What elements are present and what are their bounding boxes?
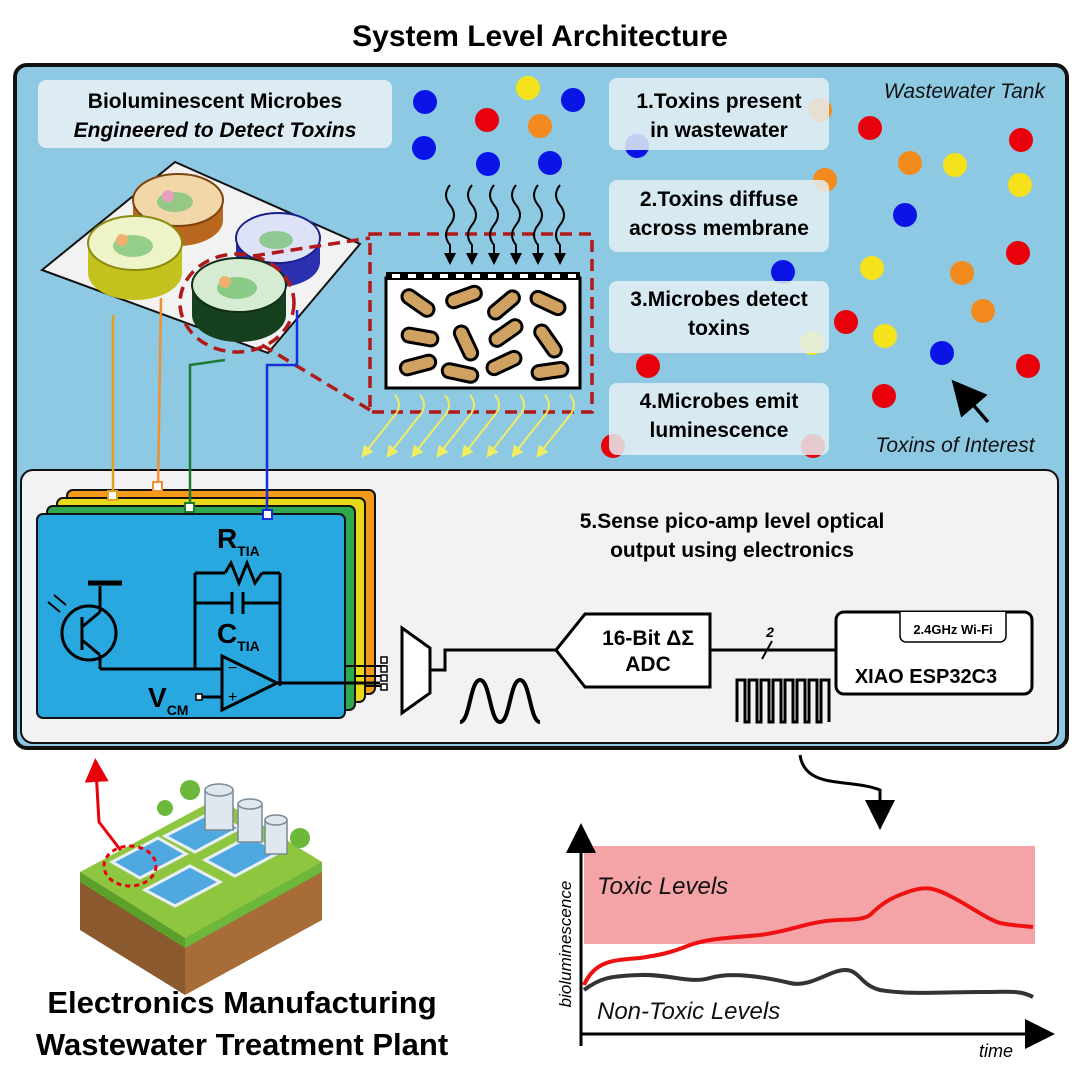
x-axis-label: time — [979, 1041, 1013, 1061]
membrane — [386, 272, 580, 280]
adc-line2: ADC — [625, 653, 671, 676]
toxic-band — [584, 846, 1035, 944]
ctia-label: CTIA — [217, 618, 260, 654]
vcm-label: VCM — [148, 682, 188, 718]
digital-signal-wave — [735, 678, 831, 724]
toxins-pointer-arrow — [951, 379, 990, 424]
rtia-label: RTIA — [217, 523, 260, 559]
board-blue — [36, 513, 346, 719]
wifi-tab — [899, 612, 1007, 643]
opamp-symbol — [220, 653, 281, 713]
step1-line2: in wastewater — [650, 119, 788, 142]
nontoxic-levels-label: Non-Toxic Levels — [597, 998, 780, 1025]
zoom-callout — [252, 184, 594, 458]
step1-line1: 1.Toxins present — [636, 90, 801, 113]
analog-signal-wave — [459, 677, 541, 725]
step4-line1: 4.Microbes emit — [640, 390, 799, 413]
step3-line1: 3.Microbes detect — [630, 288, 807, 311]
panel-to-graph-arrow — [798, 754, 895, 830]
microbes-label-line2: Engineered to Detect Toxins — [74, 119, 357, 142]
microbe-well-plate — [40, 160, 362, 355]
step5-line2: output using electronics — [610, 539, 854, 562]
nontoxic-line — [582, 967, 1034, 999]
step3-box — [609, 281, 829, 353]
toxins-label: Toxins of Interest — [875, 434, 1035, 457]
zoom-highlight-circle — [178, 252, 296, 354]
tank-label: Wastewater Tank — [884, 80, 1047, 103]
diffusion-arrows — [444, 184, 566, 265]
step4-box — [609, 383, 829, 455]
well-yellow — [87, 215, 183, 300]
adc-line1: 16-Bit ΔΣ — [602, 627, 694, 650]
tia-board-stack — [36, 489, 376, 719]
step4-line2: luminescence — [650, 419, 789, 442]
microbes-label-line1: Bioluminescent Microbes — [88, 90, 342, 113]
bus-width-label: 2 — [765, 624, 774, 640]
plant-highlight-circle — [102, 844, 158, 888]
toxin-particles — [412, 76, 1040, 458]
diagram-title: System Level Architecture — [352, 20, 728, 53]
resistor-symbol — [223, 558, 264, 588]
multiplexer — [345, 625, 556, 716]
luminescence-graph: Toxic Levels Non-Toxic Levels biolumines… — [556, 823, 1055, 1061]
adc-block — [554, 612, 712, 689]
step2-box — [609, 180, 829, 252]
step3-line2: toxins — [688, 317, 750, 340]
step2-line1: 2.Toxins diffuse — [640, 188, 798, 211]
y-axis-label: bioluminescence — [556, 881, 575, 1008]
well-wires — [107, 297, 299, 520]
opamp-minus: − — [228, 660, 237, 677]
step1-box — [609, 78, 829, 150]
step-boxes: 1.Toxins present in wastewater 2.Toxins … — [609, 78, 829, 455]
opamp-plus: + — [228, 689, 237, 706]
mcu-label: XIAO ESP32C3 — [855, 666, 997, 688]
tia-circuit — [47, 558, 380, 713]
step2-line2: across membrane — [629, 217, 809, 240]
wifi-label: 2.4GHz Wi-Fi — [913, 622, 992, 637]
well-green — [191, 257, 287, 342]
plant-label-line1: Electronics Manufacturing — [47, 985, 436, 1020]
bacteria-rods — [398, 284, 570, 384]
treatment-plant-illustration — [80, 780, 322, 995]
toxic-levels-label: Toxic Levels — [597, 873, 728, 900]
microbes-label-box — [38, 80, 392, 148]
luminescence-rays — [361, 394, 575, 458]
phototransistor-icon — [60, 604, 118, 662]
step5-line1: 5.Sense pico-amp level optical — [580, 510, 885, 533]
plant-to-tank-arrow — [84, 758, 124, 853]
plant-label-line2: Wastewater Treatment Plant — [36, 1027, 448, 1062]
toxic-line — [582, 886, 1034, 986]
